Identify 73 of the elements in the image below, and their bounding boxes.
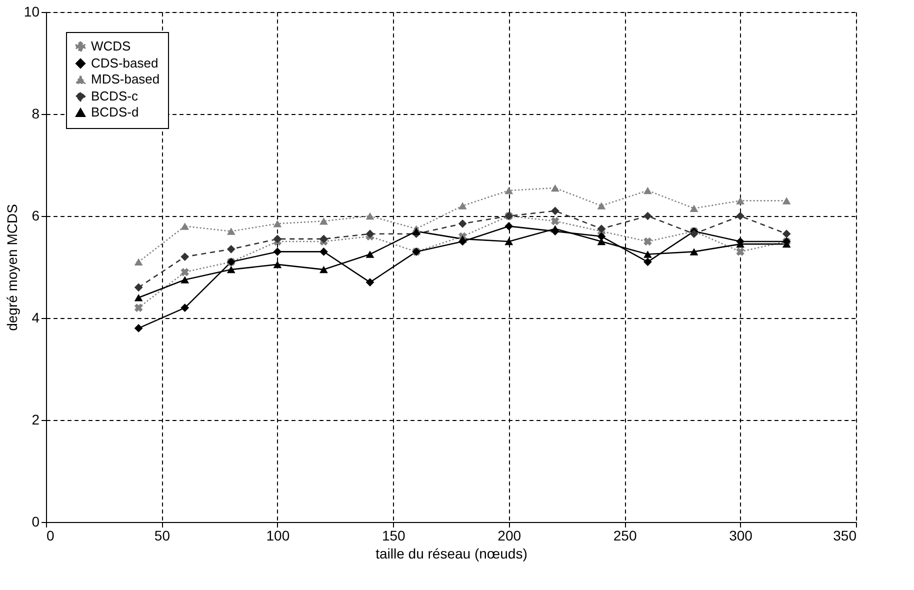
x-tick-label: 0 (46, 528, 54, 544)
point (134, 258, 143, 266)
point (551, 216, 560, 226)
point (690, 248, 698, 256)
point (226, 244, 236, 254)
point (273, 220, 282, 228)
legend-label: BCDS-d (91, 104, 139, 120)
point (504, 186, 514, 194)
point (644, 250, 652, 258)
legend-label: BCDS-c (91, 88, 138, 104)
point (458, 202, 467, 210)
point (644, 258, 652, 266)
point (597, 232, 606, 241)
x-tick-label: 100 (266, 528, 290, 544)
point (320, 217, 328, 225)
x-tick-label: 200 (498, 528, 522, 544)
point (134, 294, 143, 302)
point (597, 224, 606, 233)
point (644, 186, 652, 194)
point (366, 250, 374, 258)
point (550, 206, 560, 216)
x-tick-label: 250 (613, 528, 637, 544)
point (180, 268, 189, 276)
point (458, 219, 467, 228)
y-tick-label: 8 (32, 106, 40, 122)
point (273, 248, 282, 256)
point (782, 230, 791, 238)
x-tick-label: 150 (382, 528, 406, 544)
point (736, 248, 744, 256)
point (690, 204, 698, 212)
point (504, 222, 514, 230)
point (180, 252, 190, 261)
point (458, 235, 467, 243)
point (366, 230, 374, 238)
point (597, 202, 606, 210)
point (134, 304, 143, 312)
point (134, 324, 143, 332)
y-tick-label: 0 (32, 514, 40, 530)
y-tick-label: 4 (32, 310, 40, 326)
point (690, 230, 698, 238)
point (320, 266, 328, 274)
point (320, 234, 328, 244)
x-tick-label: 300 (729, 528, 753, 544)
point (134, 283, 143, 292)
point (180, 276, 190, 284)
point (273, 260, 282, 268)
y-tick-label: 2 (32, 412, 40, 428)
x-tick-label: 50 (154, 528, 170, 544)
legend-label: WCDS (91, 38, 132, 54)
point (644, 237, 652, 246)
point (736, 212, 744, 220)
point (504, 238, 514, 246)
point (366, 278, 374, 286)
y-tick-label: 10 (24, 4, 40, 20)
y-tick-label: 6 (32, 208, 40, 224)
point (550, 225, 560, 232)
point (320, 248, 328, 256)
point (226, 228, 236, 235)
point (180, 304, 190, 312)
legend-label: CDS-based (91, 56, 158, 70)
point (412, 228, 420, 235)
point (180, 222, 190, 230)
legend-label: MDS-based (91, 72, 160, 86)
x-axis-title: taille du réseau (nœuds) (376, 546, 528, 562)
point (644, 212, 652, 220)
point (226, 266, 236, 274)
point (550, 184, 560, 192)
point (366, 212, 374, 220)
x-tick-label: 350 (833, 528, 857, 544)
point (273, 234, 282, 244)
point (782, 197, 791, 204)
point (736, 197, 744, 204)
y-axis-title: degré moyen MCDS (4, 204, 20, 331)
